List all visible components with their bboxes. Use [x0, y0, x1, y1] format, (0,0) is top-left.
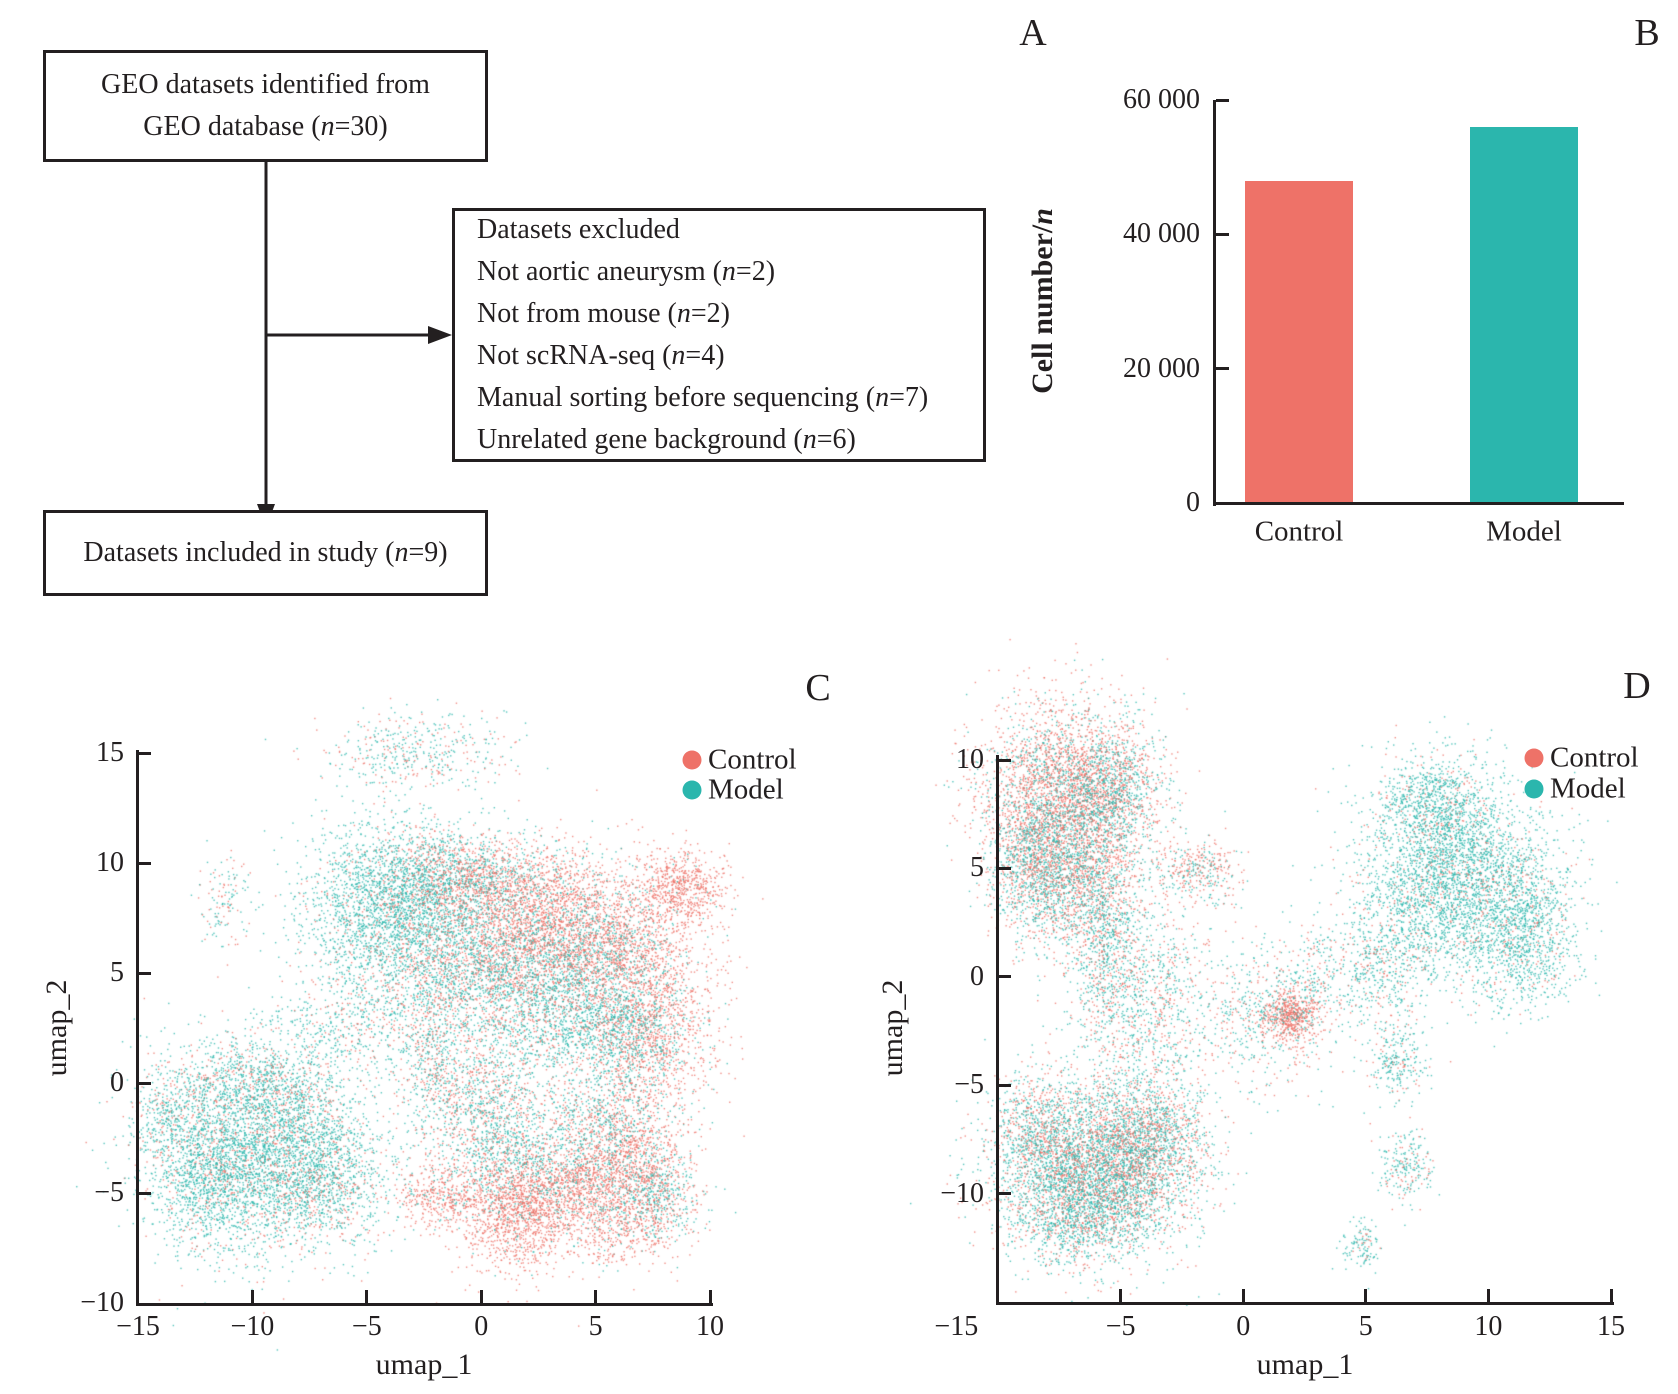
excluded-line-0: Datasets excluded	[477, 214, 680, 245]
excluded-line-3: Not scRNA-seq (n=4)	[477, 340, 725, 371]
panelB-y-axis-line	[1213, 100, 1216, 506]
bar-category-model: Model	[1486, 515, 1562, 548]
D-xtick-mark-5	[1609, 1289, 1613, 1302]
C-xtick-mark-4	[594, 1290, 598, 1303]
D-xtick-mark-1	[1119, 1289, 1123, 1302]
panelC-legend-dot-control	[682, 750, 702, 770]
D-ytick-mark-2	[998, 975, 1011, 979]
panelB-ytick-mark-1	[1216, 367, 1229, 371]
C-ytick-label-3: 0	[110, 1067, 124, 1098]
panelB-y-axis-title: Cell number/n	[1026, 208, 1059, 394]
panelB-ytick-label-2: 40 000	[1123, 218, 1200, 250]
C-ytick-mark-2	[138, 971, 151, 975]
panelC-x-axis-title: umap_1	[375, 1348, 473, 1381]
C-xtick-label-0: −15	[116, 1311, 160, 1342]
D-xtick-label-5: 15	[1597, 1311, 1625, 1342]
D-xtick-label-1: −5	[1105, 1311, 1136, 1342]
panelC-y-axis-line	[136, 750, 139, 1306]
panel-label-b: B	[1634, 12, 1660, 54]
excluded-line-4: Manual sorting before sequencing (n=7)	[477, 382, 929, 413]
D-ytick-label-3: −5	[954, 1069, 984, 1101]
D-xtick-mark-4	[1486, 1289, 1490, 1302]
panelD-x-axis-line	[996, 1302, 1614, 1305]
D-ytick-label-4: −10	[940, 1177, 984, 1209]
panelB-ytick-label-3: 60 000	[1123, 84, 1200, 115]
flowchart-box-included: Datasets included in study (n=9)	[43, 510, 488, 596]
C-xtick-label-2: −5	[351, 1311, 382, 1342]
C-xtick-mark-5	[708, 1290, 712, 1303]
C-xtick-label-5: 10	[696, 1311, 724, 1342]
C-ytick-mark-0	[138, 751, 151, 755]
panelC-x-axis-line	[136, 1303, 713, 1306]
panelB-ytick-mark-3	[1216, 98, 1229, 102]
C-ytick-label-5: −10	[80, 1287, 124, 1318]
panelD-x-axis-title: umap_1	[1256, 1348, 1354, 1381]
C-ytick-mark-1	[138, 861, 151, 865]
C-ytick-label-2: 5	[110, 957, 124, 988]
D-xtick-label-3: 5	[1358, 1311, 1373, 1342]
excluded-line-5: Unrelated gene background (n=6)	[477, 424, 856, 455]
C-ytick-label-0: 15	[96, 737, 124, 768]
D-ytick-label-2: 0	[970, 960, 984, 992]
panelB-ytick-label-1: 20 000	[1123, 352, 1200, 384]
panelB-x-axis-line	[1213, 502, 1624, 505]
panelD-legend-label-control: Control	[1550, 741, 1639, 774]
panelC-legend-label-control: Control	[708, 743, 797, 776]
flowchart-box-identified: GEO datasets identified from GEO databas…	[43, 50, 488, 162]
panelC-legend-dot-model	[682, 780, 702, 800]
panel-label-c: C	[805, 667, 831, 709]
D-ytick-mark-0	[998, 758, 1011, 762]
excluded-line-2: Not from mouse (n=2)	[477, 298, 730, 329]
C-ytick-label-4: −5	[94, 1177, 124, 1208]
panel-label-d: D	[1623, 665, 1651, 707]
D-xtick-label-0: −15	[934, 1311, 979, 1342]
panelD-y-axis-title: umap_2	[876, 979, 909, 1077]
C-xtick-mark-3	[479, 1290, 483, 1303]
C-xtick-label-1: −10	[230, 1311, 275, 1342]
D-ytick-label-1: 5	[970, 852, 984, 884]
D-xtick-mark-2	[1241, 1289, 1245, 1302]
D-ytick-mark-1	[998, 866, 1011, 870]
panel-label-a: A	[1019, 12, 1047, 54]
flowchart-box-excluded: Datasets excluded Not aortic aneurysm (n=…	[452, 208, 986, 462]
C-xtick-label-3: 0	[474, 1311, 489, 1342]
panelD-y-axis-line	[996, 755, 999, 1305]
panelC-legend-label-model: Model	[708, 773, 784, 806]
identified-line2: GEO database (n=30)	[143, 111, 388, 142]
D-ytick-mark-4	[998, 1192, 1011, 1196]
excluded-line-1: Not aortic aneurysm (n=2)	[477, 256, 776, 287]
D-xtick-mark-3	[1364, 1289, 1368, 1302]
panelD-legend-dot-control	[1524, 748, 1544, 768]
C-xtick-mark-2	[365, 1290, 369, 1303]
D-xtick-label-4: 10	[1474, 1311, 1503, 1342]
panelB-ytick-label-0: 0	[1186, 487, 1200, 518]
flow-arrow-right-head	[428, 326, 452, 344]
panelD-legend-label-model: Model	[1550, 772, 1626, 805]
D-ytick-label-0: 10	[956, 744, 984, 775]
C-xtick-mark-1	[250, 1290, 254, 1303]
panelC-y-axis-title: umap_2	[40, 979, 73, 1077]
bar-control	[1245, 181, 1353, 503]
included-line: Datasets included in study (n=9)	[83, 537, 448, 568]
panelB-ytick-mark-2	[1216, 232, 1229, 236]
bar-model	[1470, 127, 1578, 503]
C-ytick-mark-3	[138, 1081, 151, 1085]
C-xtick-label-4: 5	[588, 1311, 603, 1342]
bar-category-control: Control	[1254, 515, 1344, 548]
C-ytick-mark-4	[138, 1191, 151, 1195]
D-ytick-mark-3	[998, 1083, 1011, 1087]
D-xtick-label-2: 0	[1236, 1311, 1251, 1342]
panelD-legend-dot-model	[1524, 779, 1544, 799]
identified-line1: GEO datasets identified from	[101, 69, 430, 100]
C-ytick-label-1: 10	[96, 847, 124, 878]
